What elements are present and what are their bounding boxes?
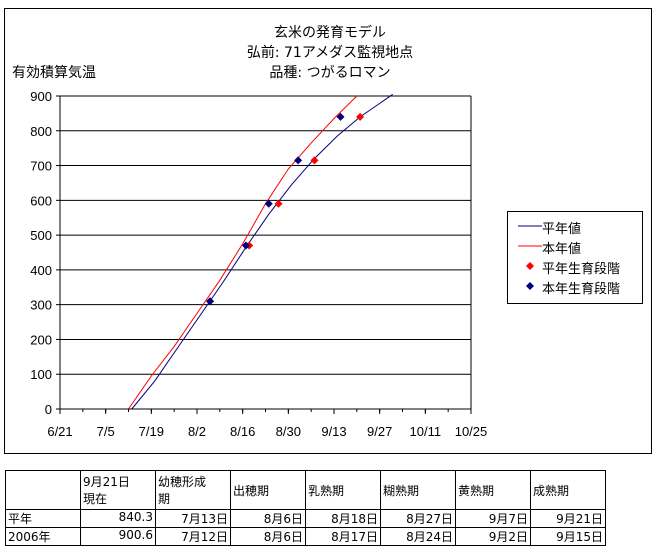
y-axis-label: 有効積算気温 [12,65,96,81]
table-header-cell [5,470,81,510]
data-point [274,199,283,208]
table-cell: 7月13日 [155,509,231,528]
data-point [264,199,273,208]
table-cell: 9月7日 [455,509,531,528]
table-header-cell: 糊熟期 [380,470,456,510]
chart-frame [4,8,652,454]
x-tick-label: 8/30 [276,424,301,439]
table-header-cell: 黄熟期 [455,470,531,510]
y-tick-label: 600 [30,193,52,208]
table-cell: 平年 [5,509,81,528]
y-tick-label: 300 [30,298,52,313]
y-tick-label: 900 [30,89,52,104]
legend-item: 平年生育段階 [508,256,642,277]
legend-marker-swatch [526,262,534,270]
x-tick-label: 7/5 [97,424,115,439]
data-point [206,297,215,306]
x-tick-label: 9/13 [321,424,346,439]
stage-table: 9月21日 現在 幼穂形成期出穂期 乳熟期 糊熟期 黄熟期 成熟期 平年 840.3 7月13日 8… [5,470,606,546]
table-cell: 2006年 [5,527,81,546]
x-tick-label: 6/21 [47,424,72,439]
table-cell: 9月2日 [455,527,531,546]
data-point [241,241,250,250]
table-header-cell: 幼穂形成期 [155,470,231,510]
legend-label: 本年値 [542,242,582,257]
table-cell: 8月6日 [230,509,306,528]
legend-item: 平年値 [508,216,642,237]
data-point [356,112,365,121]
chart-legend: 平年値本年値平年生育段階 本年生育段階 [507,211,643,304]
y-tick-label: 200 [30,332,52,347]
x-tick-label: 8/2 [188,424,206,439]
chart-title-line-2: 弘前: 71アメダス監視地点 [246,45,414,61]
chart-title-line-1: 玄米の発育モデル [274,25,386,41]
table-cell: 9月21日 [530,509,606,528]
table-header-cell: 9月21日 現在 [80,470,156,510]
y-tick-label: 700 [30,159,52,174]
legend-marker-swatch [526,282,534,290]
data-point [336,112,345,121]
table-cell: 8月24日 [380,527,456,546]
legend-label: 平年値 [542,222,582,237]
chart-plot: 0 100 200 300 400 500 600 700 800 900 6/21 7/5 7/19 8… [30,89,488,439]
y-tick-label: 100 [30,367,52,382]
legend-item: 本年値 [508,236,642,257]
table-row: 平年 840.3 7月13日 8月6日 8月18日 8月27日 9月7日 9月21日 [5,509,606,528]
y-tick-label: 500 [30,228,52,243]
x-tick-label: 10/25 [455,424,488,439]
table-cell: 8月18日 [305,509,381,528]
series-line [128,95,358,410]
data-point [310,156,319,165]
table-row: 2006年 900.6 7月12日 8月6日 8月17日 8月24日 9月2日 9月15日 [5,527,606,546]
x-tick-label: 7/19 [139,424,164,439]
table-header-cell: 乳熟期 [305,470,381,510]
legend-line-swatch [518,225,542,227]
table-header-row: 9月21日 現在 幼穂形成期出穂期 乳熟期 糊熟期 黄熟期 成熟期 [5,470,606,510]
y-tick-label: 800 [30,124,52,139]
table-cell: 8月27日 [380,509,456,528]
x-tick-label: 8/16 [230,424,255,439]
table-header-cell: 出穂期 [230,470,306,510]
table-cell: 7月12日 [155,527,231,546]
data-point [294,156,303,165]
table-cell: 8月6日 [230,527,306,546]
legend-label: 平年生育段階 [542,262,621,277]
legend-line-swatch [518,245,542,247]
series-line [131,93,393,410]
chart-title-line-3: 品種: つがるロマン [269,65,391,81]
y-tick-label: 400 [30,263,52,278]
x-tick-label: 9/27 [367,424,392,439]
table-cell: 840.3 [80,509,156,528]
legend-item: 本年生育段階 [508,276,642,297]
y-tick-label: 0 [45,402,52,417]
table-cell: 900.6 [80,527,156,546]
table-cell: 9月15日 [530,527,606,546]
table-cell: 8月17日 [305,527,381,546]
x-tick-label: 10/11 [410,424,442,439]
table-header-cell: 成熟期 [530,470,606,510]
legend-label: 本年生育段階 [542,282,621,297]
